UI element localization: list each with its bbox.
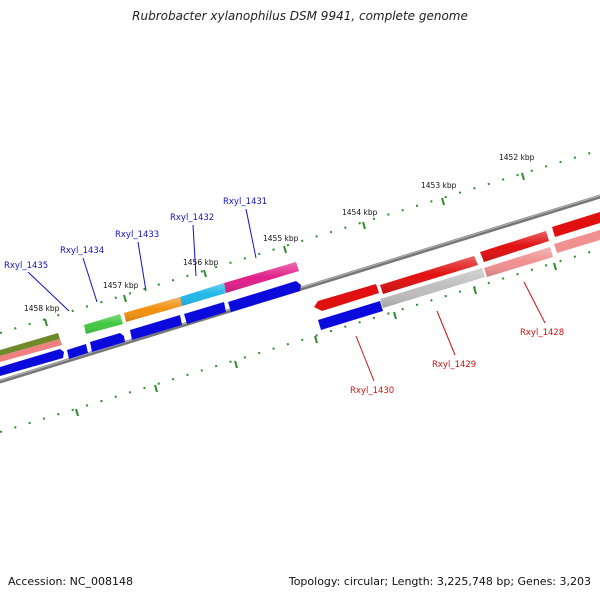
major-tick	[314, 335, 318, 344]
blue-gene-arrow	[67, 344, 88, 359]
accession-text: Accession: NC_008148	[8, 575, 134, 588]
kbp-label: 1453 kbp	[421, 181, 457, 190]
kbp-label: 1458 kbp	[24, 304, 60, 313]
genome-title: Rubrobacter xylanophilus DSM 9941, compl…	[132, 9, 468, 23]
gene-rxyl-1430-red-arrow	[314, 284, 379, 311]
gene-label-rxyl-1432: Rxyl_1432	[170, 213, 214, 223]
major-tick	[521, 172, 525, 181]
kbp-label: 1457 kbp	[103, 281, 139, 290]
leader-rxyl-1431	[245, 208, 257, 259]
blue-gene-arrow	[184, 302, 226, 324]
blue-gene-arrow	[130, 315, 182, 340]
major-tick	[441, 197, 445, 206]
leader-rxyl-1435	[27, 271, 70, 312]
major-tick	[393, 311, 397, 320]
leader-rxyl-1428	[523, 281, 546, 324]
gene-rxyl-1430-blue-arrow	[318, 301, 383, 330]
gene-label-rxyl-1431: Rxyl_1431	[223, 197, 267, 207]
leader-rxyl-1433	[137, 241, 147, 292]
major-tick	[75, 408, 79, 417]
gene-rxyl-1435-pink-arrow	[0, 339, 62, 362]
gene-label-rxyl-1429: Rxyl_1429	[432, 360, 476, 370]
major-tick	[362, 221, 366, 230]
leader-rxyl-1430	[355, 335, 375, 382]
major-tick	[473, 286, 477, 295]
major-tick	[234, 360, 238, 369]
major-tick	[203, 269, 207, 278]
gene-labels: Rxyl_1428 Rxyl_1429 Rxyl_1430 Rxyl_1431 …	[4, 197, 564, 396]
gene-label-leaders	[27, 208, 546, 382]
major-tick	[283, 245, 287, 254]
kbp-label: 1452 kbp	[499, 153, 535, 162]
blue-gene-arrow	[228, 281, 301, 312]
inner-tick-ring	[0, 248, 600, 433]
outer-tick-ring	[0, 149, 600, 334]
kbp-label: 1455 kbp	[263, 234, 299, 243]
blue-gene-arrow	[90, 333, 125, 352]
kbp-label: 1456 kbp	[183, 258, 219, 267]
gene-label-rxyl-1434: Rxyl_1434	[60, 246, 104, 256]
leader-rxyl-1429	[436, 310, 456, 356]
kbp-label: 1454 kbp	[342, 208, 378, 217]
genome-summary-text: Topology: circular; Length: 3,225,748 bp…	[288, 575, 591, 588]
gene-label-rxyl-1428: Rxyl_1428	[520, 328, 564, 338]
major-tick	[154, 384, 158, 393]
blue-gene-arrow	[0, 349, 64, 376]
leader-rxyl-1434	[82, 257, 98, 303]
kbp-major-ticks	[44, 172, 557, 417]
forward-blue-genes	[0, 281, 301, 376]
gene-label-rxyl-1435: Rxyl_1435	[4, 261, 48, 271]
gene-red-arrow	[552, 212, 600, 237]
gene-rxyl-1428-lightred-arrow	[554, 230, 600, 253]
gene-label-rxyl-1430: Rxyl_1430	[350, 386, 394, 396]
major-tick	[553, 262, 557, 271]
gene-label-rxyl-1433: Rxyl_1433	[115, 230, 159, 240]
gene-sheen-overlay	[84, 231, 553, 334]
major-tick	[123, 294, 127, 303]
gene-rxyl-1435-olive-arrow	[0, 333, 60, 356]
kbp-labels: 1452 kbp 1453 kbp 1454 kbp 1455 kbp 1456…	[24, 153, 535, 313]
major-tick	[44, 318, 48, 327]
leader-rxyl-1432	[192, 224, 197, 277]
